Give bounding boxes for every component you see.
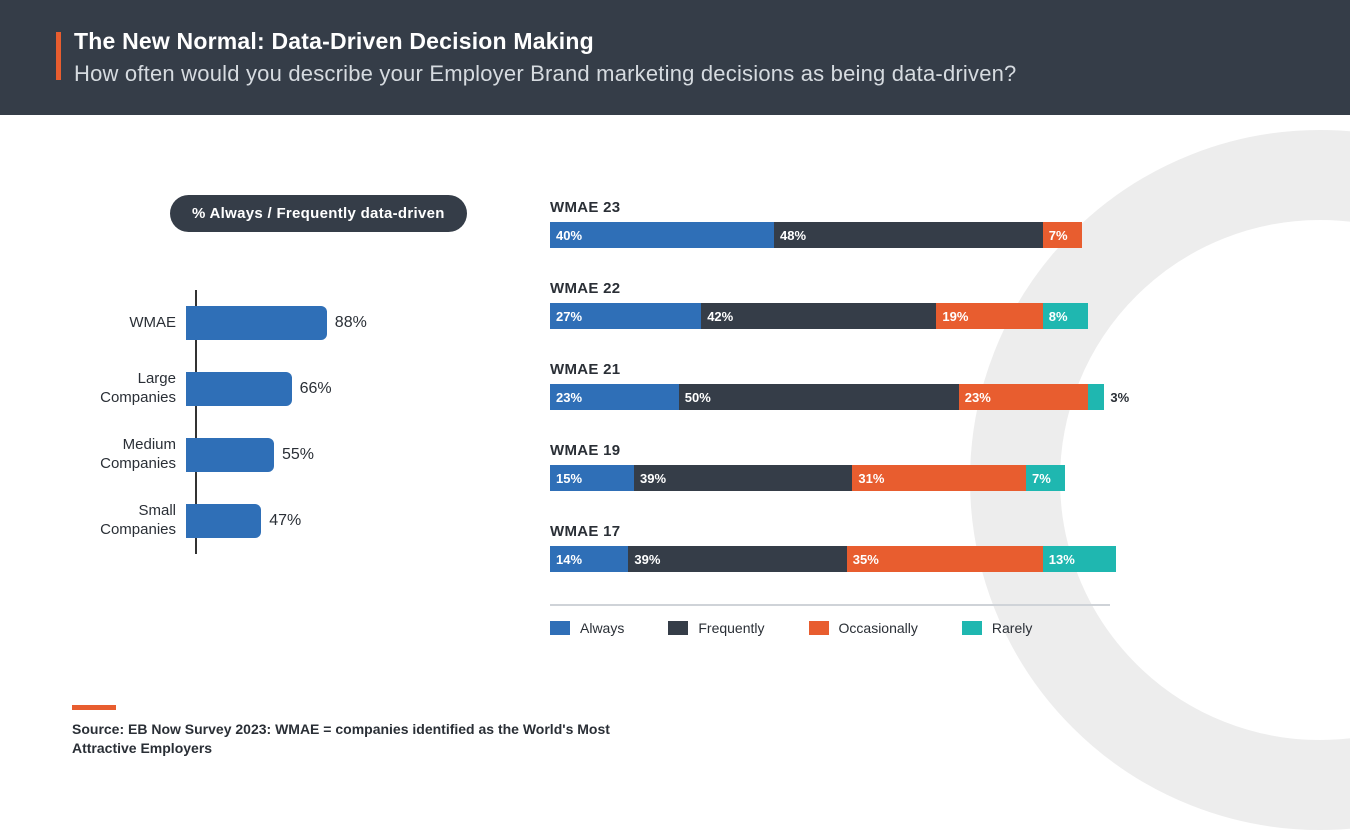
hbar-bar [186, 504, 261, 538]
legend-label: Always [580, 620, 624, 636]
stack-segment-occasionally: 35% [847, 546, 1043, 572]
stack-title: WMAE 23 [550, 199, 1290, 216]
legend: Always Frequently Occasionally Rarely [550, 620, 1290, 636]
stack-title: WMAE 22 [550, 280, 1290, 297]
hbar-chart: WMAE 88% LargeCompanies 66% MediumCompanies 5… [60, 290, 490, 554]
hbar-bar [186, 306, 327, 340]
footer-text: Source: EB Now Survey 2023: WMAE = compa… [72, 720, 632, 759]
hbar-bar [186, 372, 292, 406]
stack-bar: 27%42%19%8% [550, 303, 1088, 329]
stack-title: WMAE 19 [550, 442, 1290, 459]
legend-item-occasionally: Occasionally [809, 620, 918, 636]
stack-segment-always: 27% [550, 303, 701, 329]
footer: Source: EB Now Survey 2023: WMAE = compa… [72, 705, 632, 759]
header: The New Normal: Data-Driven Decision Mak… [0, 0, 1350, 115]
hbar-value: 47% [269, 512, 301, 530]
legend-label: Frequently [698, 620, 764, 636]
right-chart: WMAE 2340%48%7%WMAE 2227%42%19%8%WMAE 21… [550, 195, 1290, 636]
stack-bar: 40%48%7% [550, 222, 1082, 248]
stack-row: WMAE 22 27%42%19%8% [550, 280, 1290, 329]
header-subtitle: How often would you describe your Employ… [74, 61, 1294, 87]
legend-item-rarely: Rarely [962, 620, 1032, 636]
legend-swatch [550, 621, 570, 635]
left-chart-pill: % Always / Frequently data-driven [170, 195, 467, 232]
footer-accent-bar [72, 705, 116, 710]
stack-bar: 14%39%35%13% [550, 546, 1116, 572]
legend-label: Rarely [992, 620, 1032, 636]
hbar-track: 66% [186, 372, 490, 406]
stack-segment-occasionally: 19% [936, 303, 1042, 329]
stack-row: WMAE 17 14%39%35%13% [550, 523, 1290, 572]
legend-item-always: Always [550, 620, 624, 636]
hbar-track: 47% [186, 504, 490, 538]
left-chart: % Always / Frequently data-driven WMAE 88… [60, 195, 490, 636]
stack-segment-always: 23% [550, 384, 679, 410]
hbar-label: LargeCompanies [60, 370, 186, 408]
stack-row: WMAE 23 40%48%7% [550, 199, 1290, 248]
legend-item-frequently: Frequently [668, 620, 764, 636]
stacked-bars: WMAE 2340%48%7%WMAE 2227%42%19%8%WMAE 21… [550, 199, 1290, 572]
legend-label: Occasionally [839, 620, 918, 636]
stack-row: WMAE 19 15%39%31%7% [550, 442, 1290, 491]
stack-segment-always: 40% [550, 222, 774, 248]
hbar-value: 88% [335, 314, 367, 332]
legend-rule [550, 604, 1110, 606]
stack-segment-occasionally: 7% [1043, 222, 1082, 248]
hbar-label: WMAE [60, 314, 186, 333]
stack-segment-frequently: 48% [774, 222, 1043, 248]
stack-outside-label: 3% [1104, 390, 1129, 405]
header-title: The New Normal: Data-Driven Decision Mak… [74, 28, 1294, 55]
legend-swatch [668, 621, 688, 635]
stack-segment-rarely: 8% [1043, 303, 1088, 329]
hbar-row: MediumCompanies 55% [60, 422, 490, 488]
stack-segment-occasionally: 31% [852, 465, 1026, 491]
hbar-row: SmallCompanies 47% [60, 488, 490, 554]
header-accent-bar [56, 32, 61, 80]
stack-segment-always: 15% [550, 465, 634, 491]
stack-segment-frequently: 39% [634, 465, 852, 491]
stack-segment-occasionally: 23% [959, 384, 1088, 410]
stack-segment-rarely [1088, 384, 1105, 410]
stack-bar: 23%50%23% [550, 384, 1104, 410]
stack-segment-always: 14% [550, 546, 628, 572]
legend-swatch [962, 621, 982, 635]
hbar-label: SmallCompanies [60, 502, 186, 540]
stack-segment-frequently: 50% [679, 384, 959, 410]
hbar-value: 55% [282, 446, 314, 464]
stack-segment-frequently: 39% [628, 546, 846, 572]
stack-segment-frequently: 42% [701, 303, 936, 329]
hbar-row: WMAE 88% [60, 290, 490, 356]
hbar-track: 55% [186, 438, 490, 472]
stack-title: WMAE 17 [550, 523, 1290, 540]
hbar-row: LargeCompanies 66% [60, 356, 490, 422]
legend-swatch [809, 621, 829, 635]
hbar-bar [186, 438, 274, 472]
stack-title: WMAE 21 [550, 361, 1290, 378]
hbar-value: 66% [300, 380, 332, 398]
stack-segment-rarely: 7% [1026, 465, 1065, 491]
stack-row: WMAE 2123%50%23%3% [550, 361, 1290, 410]
stack-segment-rarely: 13% [1043, 546, 1116, 572]
stack-bar: 15%39%31%7% [550, 465, 1065, 491]
hbar-label: MediumCompanies [60, 436, 186, 474]
content: % Always / Frequently data-driven WMAE 88… [0, 115, 1350, 656]
hbar-track: 88% [186, 306, 490, 340]
